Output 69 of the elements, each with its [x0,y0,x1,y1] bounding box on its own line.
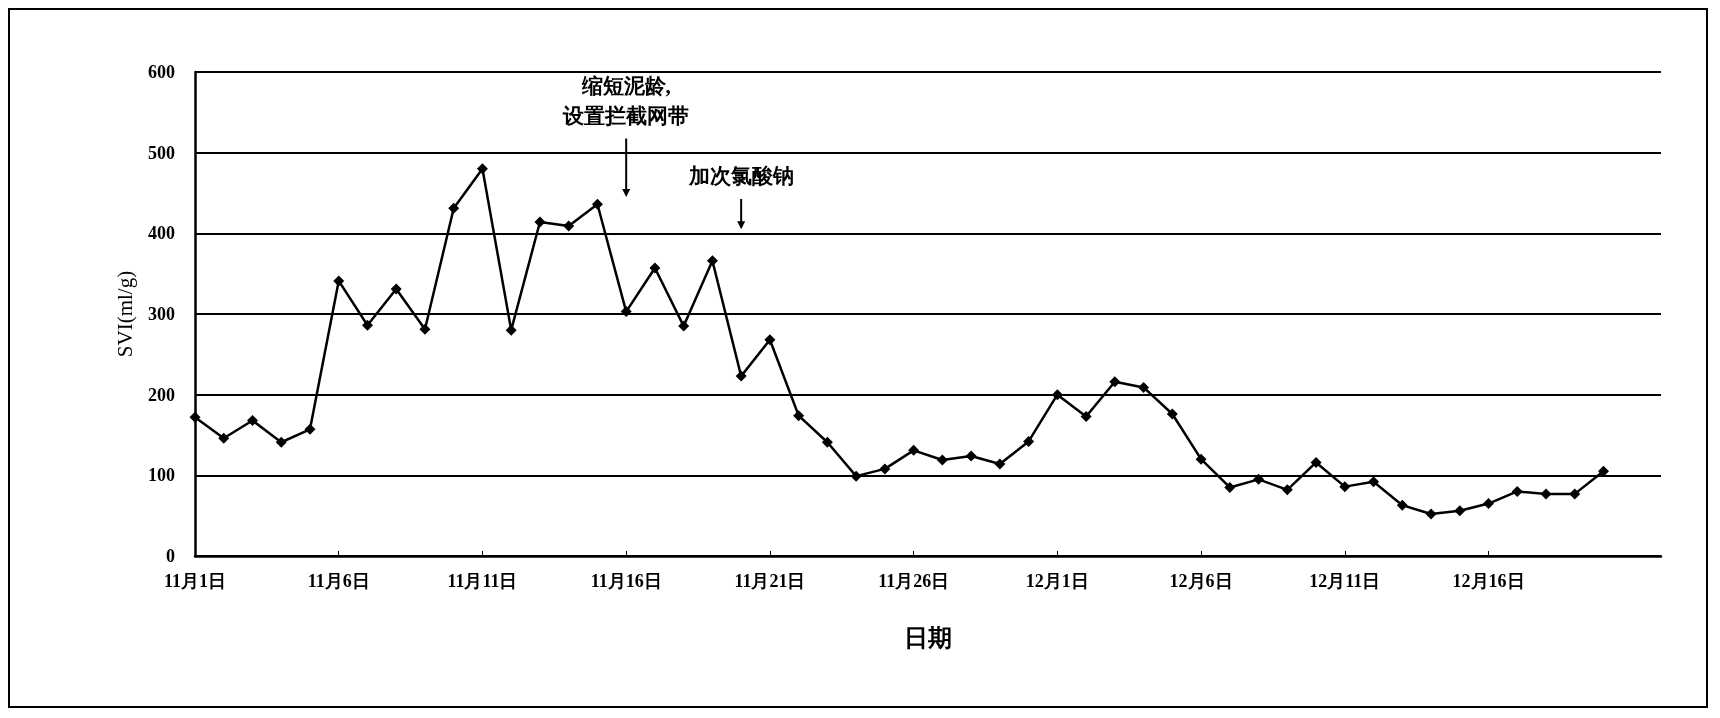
x-tick-label: 11月1日 [163,571,227,591]
point [390,283,402,295]
point [304,423,316,435]
point [1109,376,1121,388]
point [246,414,258,426]
point [275,436,287,448]
point [1281,484,1293,496]
point [189,411,201,423]
x-tick-label: 12月1日 [1025,571,1089,591]
point [361,319,373,331]
point [879,463,891,475]
y-tick-label: 600 [148,62,175,82]
point [1023,435,1035,447]
point [706,255,718,267]
point [1138,381,1150,393]
x-tick-label: 11月26日 [878,571,950,591]
point [850,470,862,482]
annotation: 缩短泥龄, 设置拦截网带 [562,73,690,128]
point [908,444,920,456]
point [476,163,488,175]
x-tick-label: 12月16日 [1452,571,1525,591]
point [936,454,948,466]
point [218,432,230,444]
point [333,275,345,287]
point [1368,476,1380,488]
point [1569,488,1581,500]
y-tick-label: 500 [148,142,175,163]
y-tick-label: 0 [166,546,175,566]
point [620,306,632,318]
x-axis-title: 日期 [904,625,952,651]
annotation: 加次氯酸钠 [687,164,794,189]
y-axis-title: SVI(ml/g) [112,270,137,358]
point [678,320,690,332]
point [1540,488,1552,500]
point [419,323,431,335]
y-tick-label: 200 [148,384,175,405]
point [994,458,1006,470]
point [1195,453,1207,465]
point [764,334,776,346]
point [448,202,460,214]
point [1224,481,1236,493]
point [1396,499,1408,511]
point [563,220,575,232]
point [1051,389,1063,401]
x-tick-label: 12月11日 [1309,571,1381,591]
point [965,450,977,462]
y-tick-label: 100 [148,465,175,486]
x-tick-label: 11月6日 [307,571,370,591]
x-tick-label: 11月11日 [447,571,518,591]
point [534,216,546,228]
x-tick-label: 11月21日 [734,571,806,591]
point [649,262,661,274]
point [735,370,747,382]
point [793,410,805,422]
point [591,198,603,210]
point [1253,473,1265,485]
point [1454,505,1466,517]
point [821,436,833,448]
point [1425,508,1437,520]
y-tick-label: 400 [148,223,175,244]
x-tick-label: 12月6日 [1169,571,1233,591]
point [1511,485,1523,497]
y-tick-label: 300 [148,304,175,324]
point [1310,456,1322,468]
point [1166,408,1178,420]
x-tick-label: 11月16日 [590,571,662,591]
point [1339,481,1351,493]
point [1483,498,1495,510]
point [1080,410,1092,422]
